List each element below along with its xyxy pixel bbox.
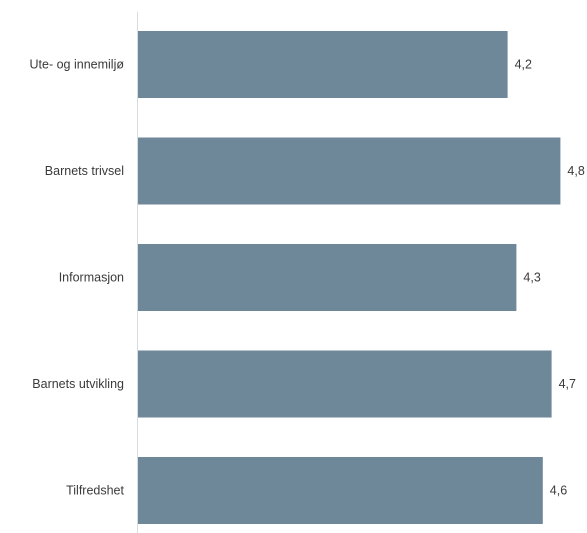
- value-label: 4,7: [559, 377, 576, 391]
- bar-3: [138, 244, 517, 311]
- value-label: 4,2: [515, 58, 532, 72]
- category-label: Barnets trivsel: [45, 164, 124, 178]
- category-label: Ute- og innemiljø: [30, 58, 125, 72]
- value-label: 4,6: [550, 484, 567, 498]
- bar-1: [138, 31, 508, 98]
- bars-group: [138, 31, 561, 524]
- bar-5: [138, 457, 543, 524]
- category-label: Tilfredshet: [66, 484, 124, 498]
- value-label: 4,8: [567, 164, 584, 178]
- value-labels-group: 4,2 4,8 4,3 4,7 4,6: [515, 58, 585, 498]
- bar-2: [138, 137, 561, 205]
- category-label: Informasjon: [59, 271, 124, 285]
- category-labels-group: Ute- og innemiljø Barnets trivsel Informas…: [30, 58, 125, 498]
- value-label: 4,3: [523, 271, 540, 285]
- category-label: Barnets utvikling: [32, 377, 124, 391]
- bar-4: [138, 350, 552, 418]
